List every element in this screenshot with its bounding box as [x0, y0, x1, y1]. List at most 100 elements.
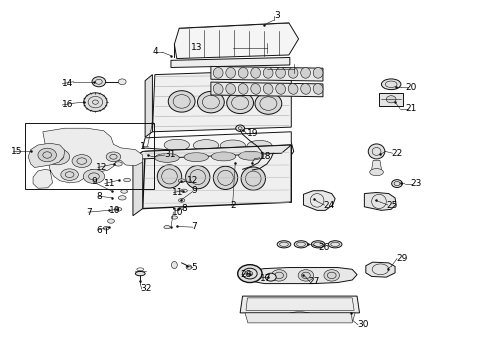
Polygon shape — [240, 296, 360, 313]
Text: 10: 10 — [172, 208, 183, 217]
Text: 30: 30 — [357, 320, 368, 329]
Text: 4: 4 — [152, 47, 158, 56]
Text: 31: 31 — [165, 150, 176, 159]
Ellipse shape — [121, 190, 127, 193]
Ellipse shape — [164, 226, 170, 229]
Text: 2: 2 — [230, 201, 236, 210]
Ellipse shape — [83, 169, 105, 184]
Ellipse shape — [251, 67, 261, 78]
Ellipse shape — [45, 149, 70, 165]
Polygon shape — [28, 143, 65, 167]
Ellipse shape — [381, 79, 401, 90]
Text: 28: 28 — [240, 270, 251, 279]
Text: 7: 7 — [192, 222, 197, 231]
Text: 27: 27 — [308, 277, 319, 286]
Ellipse shape — [72, 155, 92, 167]
Text: 5: 5 — [192, 263, 197, 272]
Polygon shape — [303, 191, 335, 210]
Polygon shape — [245, 313, 355, 323]
Text: 25: 25 — [386, 201, 398, 210]
Polygon shape — [171, 58, 290, 67]
Text: 6: 6 — [97, 225, 102, 234]
Polygon shape — [366, 262, 395, 277]
Ellipse shape — [368, 144, 385, 159]
Polygon shape — [211, 82, 323, 97]
Ellipse shape — [313, 84, 323, 94]
Ellipse shape — [239, 151, 263, 160]
Ellipse shape — [178, 179, 185, 183]
Ellipse shape — [123, 178, 130, 182]
Polygon shape — [372, 160, 381, 169]
Bar — [379, 93, 403, 106]
Text: 17: 17 — [260, 274, 271, 283]
Ellipse shape — [301, 67, 311, 78]
Text: 18: 18 — [260, 152, 271, 161]
Ellipse shape — [186, 265, 192, 269]
Ellipse shape — [115, 162, 122, 166]
Polygon shape — [211, 66, 323, 81]
Ellipse shape — [255, 93, 282, 114]
Ellipse shape — [238, 67, 248, 78]
Ellipse shape — [92, 77, 106, 87]
Bar — [25, 123, 154, 189]
Ellipse shape — [263, 67, 273, 78]
Ellipse shape — [241, 167, 266, 190]
Text: 16: 16 — [62, 100, 74, 109]
Text: 8: 8 — [182, 204, 187, 213]
Ellipse shape — [271, 270, 287, 281]
Ellipse shape — [298, 270, 314, 281]
Ellipse shape — [277, 241, 291, 248]
Polygon shape — [143, 145, 291, 208]
Ellipse shape — [251, 84, 261, 94]
Ellipse shape — [172, 261, 177, 269]
Text: 9: 9 — [192, 186, 197, 195]
Ellipse shape — [135, 271, 145, 276]
Ellipse shape — [103, 226, 109, 230]
Ellipse shape — [238, 265, 262, 283]
Ellipse shape — [213, 166, 238, 189]
Ellipse shape — [370, 168, 383, 176]
Polygon shape — [133, 145, 291, 159]
Ellipse shape — [155, 153, 179, 162]
Text: 21: 21 — [406, 104, 417, 113]
Ellipse shape — [236, 125, 245, 131]
Polygon shape — [174, 23, 298, 59]
Ellipse shape — [197, 91, 224, 113]
Text: 26: 26 — [318, 243, 329, 252]
Text: 10: 10 — [109, 206, 120, 215]
Polygon shape — [133, 152, 143, 216]
Text: 22: 22 — [391, 149, 402, 158]
Polygon shape — [145, 75, 152, 137]
Text: 23: 23 — [411, 179, 422, 188]
Ellipse shape — [311, 241, 325, 248]
Ellipse shape — [61, 169, 78, 180]
Ellipse shape — [266, 273, 276, 281]
Text: 15: 15 — [11, 147, 23, 156]
Ellipse shape — [164, 139, 190, 151]
Text: 11: 11 — [104, 179, 115, 188]
Text: 8: 8 — [97, 192, 102, 201]
Polygon shape — [33, 128, 143, 188]
Ellipse shape — [226, 67, 236, 78]
Ellipse shape — [226, 84, 236, 94]
Ellipse shape — [108, 219, 115, 223]
Ellipse shape — [328, 241, 342, 248]
Ellipse shape — [324, 270, 340, 281]
Text: 1: 1 — [140, 141, 146, 150]
Ellipse shape — [211, 152, 236, 161]
Text: 12: 12 — [97, 163, 108, 172]
Ellipse shape — [118, 79, 126, 85]
Ellipse shape — [313, 67, 323, 78]
Ellipse shape — [392, 180, 402, 188]
Ellipse shape — [173, 207, 180, 210]
Ellipse shape — [288, 84, 298, 94]
Ellipse shape — [186, 166, 210, 189]
Ellipse shape — [194, 140, 219, 151]
Ellipse shape — [301, 84, 311, 94]
Ellipse shape — [288, 67, 298, 78]
Ellipse shape — [38, 148, 56, 162]
Text: 11: 11 — [172, 188, 183, 197]
Text: 20: 20 — [406, 83, 417, 92]
Ellipse shape — [213, 67, 223, 78]
Text: 9: 9 — [92, 177, 98, 186]
